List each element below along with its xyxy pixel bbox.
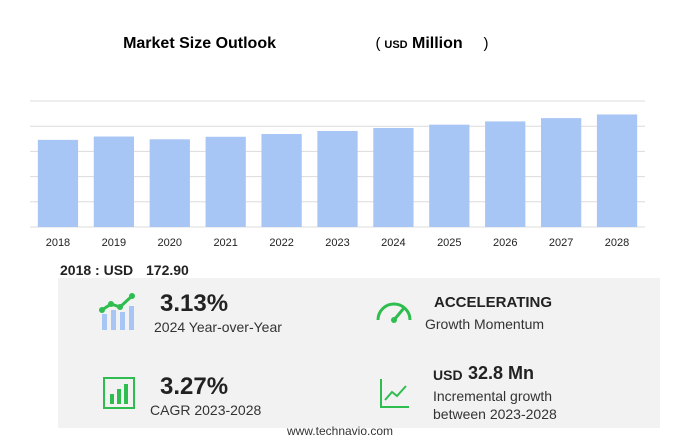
- x-tick-label: 2020: [158, 237, 182, 249]
- summary-label: 2018 : USD: [60, 262, 134, 278]
- stat-caption: Growth Momentum: [425, 316, 545, 332]
- bar: [429, 124, 470, 227]
- chart: Market Size Outlook ( USD Million ) 2018…: [30, 35, 645, 249]
- x-tick-label: 2023: [325, 237, 349, 249]
- gauge-icon: [376, 302, 412, 323]
- bar: [317, 130, 358, 227]
- title-unit: USD: [384, 39, 407, 51]
- x-tick-label: 2024: [381, 237, 405, 249]
- bar: [541, 118, 582, 227]
- growth-icon: [99, 293, 135, 330]
- bar: [93, 136, 134, 227]
- x-tick-label: 2019: [102, 237, 126, 249]
- x-tick-label: 2022: [269, 237, 293, 249]
- title-paren: ): [484, 35, 489, 52]
- bar: [596, 114, 638, 227]
- stat-value: 3.27%: [160, 373, 229, 400]
- title-unit-name: Million: [412, 35, 463, 52]
- x-tick-label: 2018: [46, 237, 70, 249]
- footer: www.technavio.com: [286, 424, 394, 438]
- stat-caption: Incremental growth: [433, 388, 553, 404]
- x-tick-label: 2028: [605, 237, 629, 249]
- bar: [373, 127, 414, 227]
- increment-icon: [380, 379, 409, 408]
- stats-panel: [58, 278, 660, 428]
- stat-value: 3.13%: [160, 290, 229, 317]
- cagr-icon: [103, 377, 135, 409]
- stat-unit: USD: [433, 367, 463, 383]
- stat-caption: CAGR 2023-2028: [150, 402, 262, 418]
- bar: [261, 134, 302, 227]
- bar: [37, 139, 79, 227]
- title-paren: (: [376, 35, 381, 52]
- summary-value: 172.90: [146, 262, 189, 278]
- stat-caption: 2024 Year-over-Year: [154, 319, 282, 335]
- bar: [149, 139, 190, 227]
- x-tick-label: 2025: [437, 237, 461, 249]
- bar: [205, 136, 246, 227]
- stat-value: ACCELERATING: [434, 294, 553, 311]
- stat-caption: between 2023-2028: [433, 406, 557, 422]
- x-tick-label: 2027: [549, 237, 573, 249]
- x-tick-label: 2026: [493, 237, 517, 249]
- bar: [485, 121, 526, 227]
- stat-value: 32.8 Mn: [468, 363, 535, 383]
- chart-title: Market Size Outlook: [123, 35, 276, 52]
- x-tick-label: 2021: [213, 237, 237, 249]
